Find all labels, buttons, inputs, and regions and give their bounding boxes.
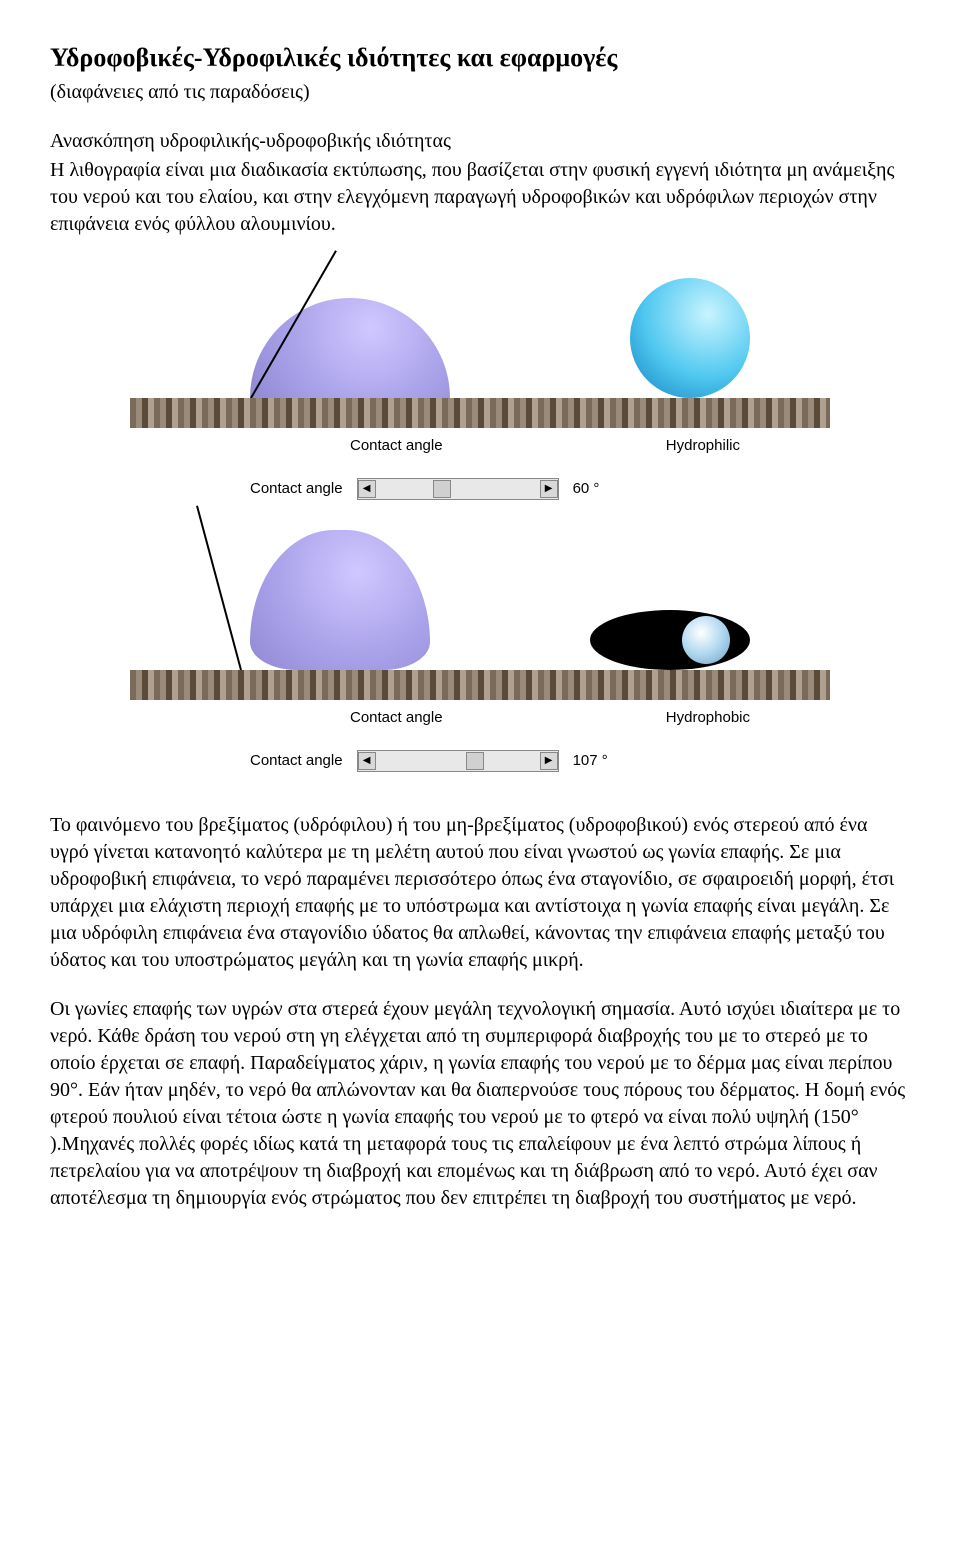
wetting-paragraph: Το φαινόμενο του βρεξίματος (υδρόφιλου) … bbox=[50, 812, 910, 974]
diagram-canvas: Contact angle Hydrophilic bbox=[130, 268, 830, 468]
hydrophobic-droplet bbox=[590, 610, 750, 670]
slider-track[interactable] bbox=[376, 480, 540, 498]
diagram-canvas: Contact angle Hydrophobic bbox=[130, 540, 830, 740]
slider-right-arrow-icon[interactable]: ▶ bbox=[540, 752, 558, 770]
page-subtitle: (διαφάνειες από τις παραδόσεις) bbox=[50, 79, 910, 106]
angles-paragraph: Οι γωνίες επαφής των υγρών στα στερεά έχ… bbox=[50, 996, 910, 1212]
droplet-shape bbox=[250, 530, 430, 670]
type-label-hydrophilic: Hydrophilic bbox=[666, 436, 740, 456]
contact-angle-label: Contact angle bbox=[350, 708, 443, 728]
slider-value: 107 ° bbox=[573, 751, 608, 771]
diagram-hydrophobic: Contact angle Hydrophobic Contact angle … bbox=[50, 540, 910, 772]
diagram-hydrophilic: Contact angle Hydrophilic Contact angle … bbox=[50, 268, 910, 500]
section-heading: Ανασκόπηση υδροφιλικής-υδροφοβικής ιδιότ… bbox=[50, 128, 910, 155]
type-label-hydrophobic: Hydrophobic bbox=[666, 708, 750, 728]
slider-row: Contact angle ◀ ▶ 60 ° bbox=[130, 478, 830, 500]
slider-label: Contact angle bbox=[250, 751, 343, 771]
slider-label: Contact angle bbox=[250, 479, 343, 499]
contact-angle-label: Contact angle bbox=[350, 436, 443, 456]
intro-paragraph: Η λιθογραφία είναι μια διαδικασία εκτύπω… bbox=[50, 157, 910, 238]
contact-angle-slider[interactable]: ◀ ▶ bbox=[357, 478, 559, 500]
hydrophilic-sphere bbox=[630, 278, 750, 398]
contact-angle-slider[interactable]: ◀ ▶ bbox=[357, 750, 559, 772]
ground-strip bbox=[130, 670, 830, 700]
slider-right-arrow-icon[interactable]: ▶ bbox=[540, 480, 558, 498]
slider-thumb[interactable] bbox=[433, 480, 451, 498]
slider-track[interactable] bbox=[376, 752, 540, 770]
ground-strip bbox=[130, 398, 830, 428]
page-title: Υδροφοβικές-Υδροφιλικές ιδιότητες και εφ… bbox=[50, 40, 910, 75]
hydrophobic-ball bbox=[682, 616, 730, 664]
slider-thumb[interactable] bbox=[466, 752, 484, 770]
slider-row: Contact angle ◀ ▶ 107 ° bbox=[130, 750, 830, 772]
slider-value: 60 ° bbox=[573, 479, 600, 499]
contact-angle-line bbox=[196, 506, 242, 671]
slider-left-arrow-icon[interactable]: ◀ bbox=[358, 480, 376, 498]
slider-left-arrow-icon[interactable]: ◀ bbox=[358, 752, 376, 770]
